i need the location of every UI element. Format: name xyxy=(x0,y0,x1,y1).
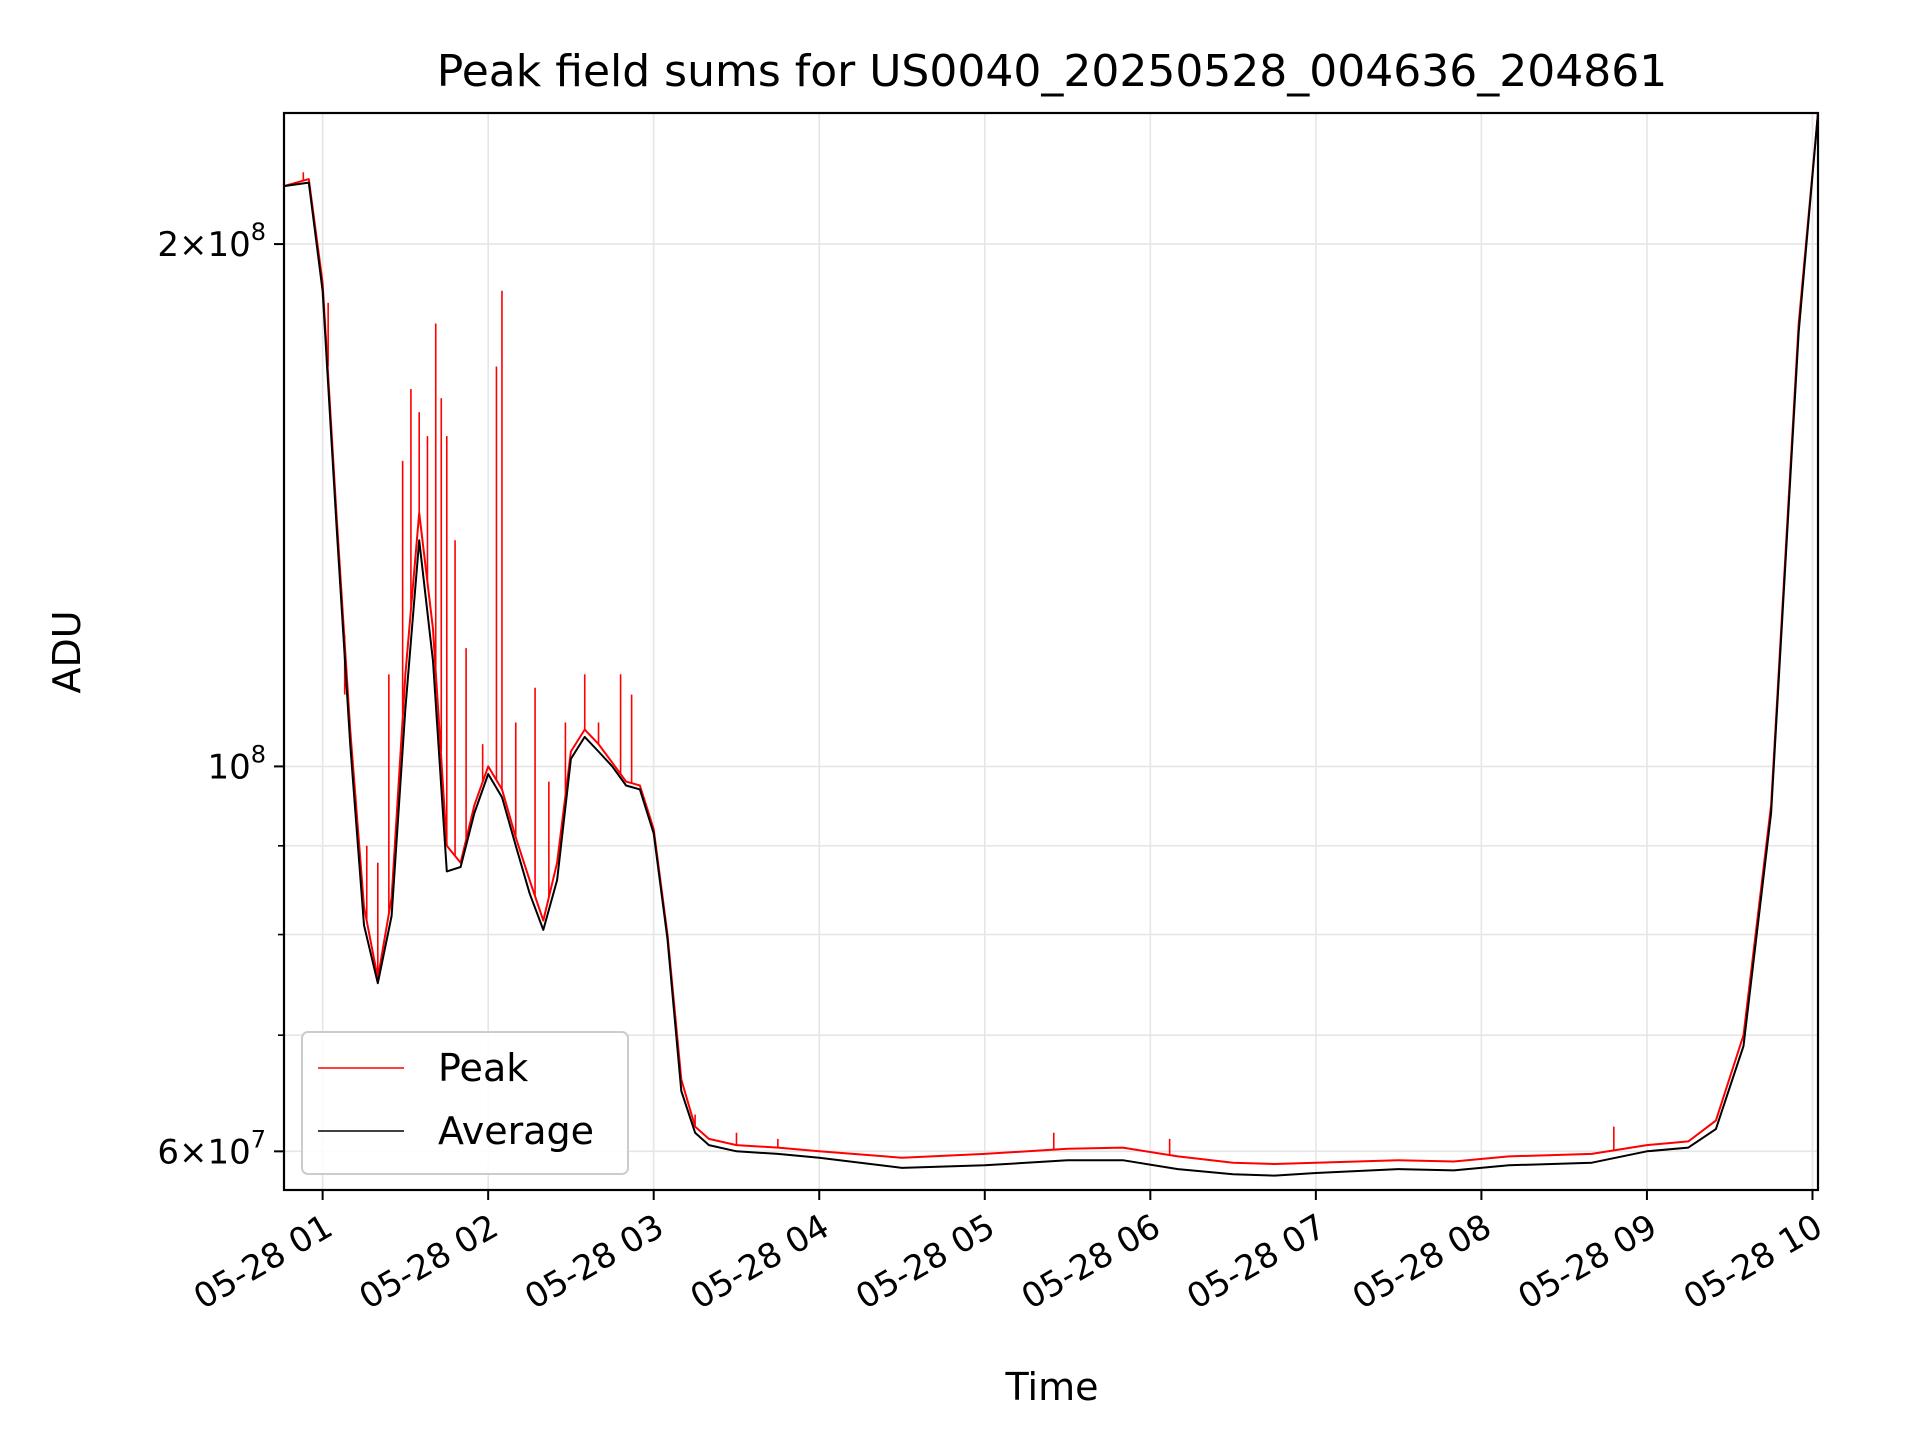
x-axis-label: Time xyxy=(1005,1365,1099,1409)
series-line-peak xyxy=(283,112,1819,1165)
series-lines xyxy=(283,112,1819,1177)
grid-lines xyxy=(284,113,1818,1190)
series-line-average xyxy=(283,112,1819,1177)
plot-frame xyxy=(282,111,1820,1192)
chart-title: Peak field sums for US0040_20250528_0046… xyxy=(437,46,1667,97)
legend-label-peak: Peak xyxy=(438,1046,528,1090)
legend: Peak Average xyxy=(301,1031,629,1175)
y-tick-label: 6×107 xyxy=(157,1125,266,1172)
y-axis-label: ADU xyxy=(45,610,89,693)
y-tick-label: 2×108 xyxy=(157,218,266,265)
legend-label-average: Average xyxy=(438,1109,594,1153)
